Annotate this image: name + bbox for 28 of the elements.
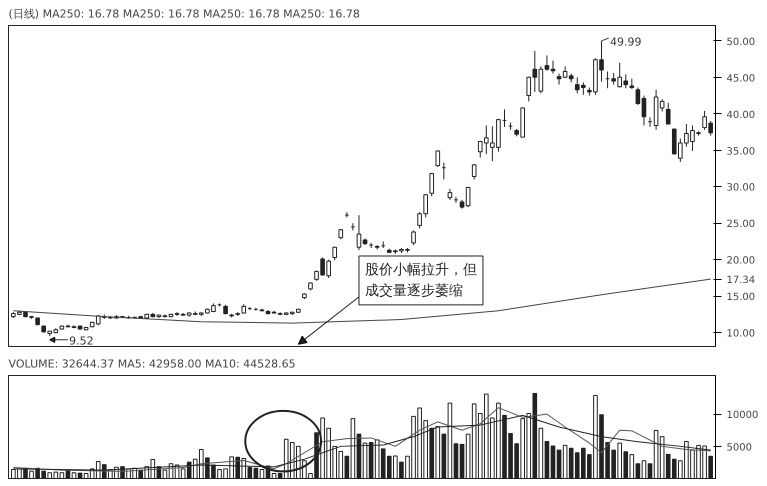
annotation: 9.52: [69, 334, 94, 348]
candlestick: [411, 230, 416, 246]
y-tick-label: 10.00: [726, 328, 756, 340]
chart-title: VOLUME: 32644.37 MA5: 42958.00 MA10: 44528.65: [8, 358, 296, 370]
annotation: 股价小幅拉升，但成交量逐步萎缩: [364, 262, 477, 299]
y-tick-label: 40.00: [726, 110, 756, 121]
y-tick-label: 45.00: [726, 73, 756, 84]
candlestick: [472, 164, 476, 180]
candlestick: [666, 102, 671, 126]
y-tick-label: 50.00: [726, 36, 756, 48]
candlestick: [435, 150, 440, 168]
y-tick-label: 5000: [726, 442, 752, 454]
chart-title: (日线) MA250: 16.78 MA250: 16.78 MA250: 16.78 MA250: 16.78: [8, 8, 360, 20]
candlestick: [338, 228, 344, 240]
candlestick: [223, 304, 228, 315]
y-tick-label: 17.34: [726, 275, 756, 286]
annotation: 49.99: [610, 35, 642, 48]
y-tick-label: 15.00: [726, 292, 756, 304]
candlestick: [448, 188, 452, 200]
candlestick: [429, 172, 434, 197]
y-tick-label: 20.00: [726, 256, 756, 267]
candlestick: [332, 246, 338, 261]
candlestick: [630, 78, 634, 90]
y-tick-label: 10000: [726, 410, 758, 422]
y-tick-label: 35.00: [726, 146, 756, 158]
line-series: [12, 278, 712, 324]
y-tick-label: 30.00: [726, 182, 756, 194]
y-tick-label: 25.00: [726, 219, 756, 230]
